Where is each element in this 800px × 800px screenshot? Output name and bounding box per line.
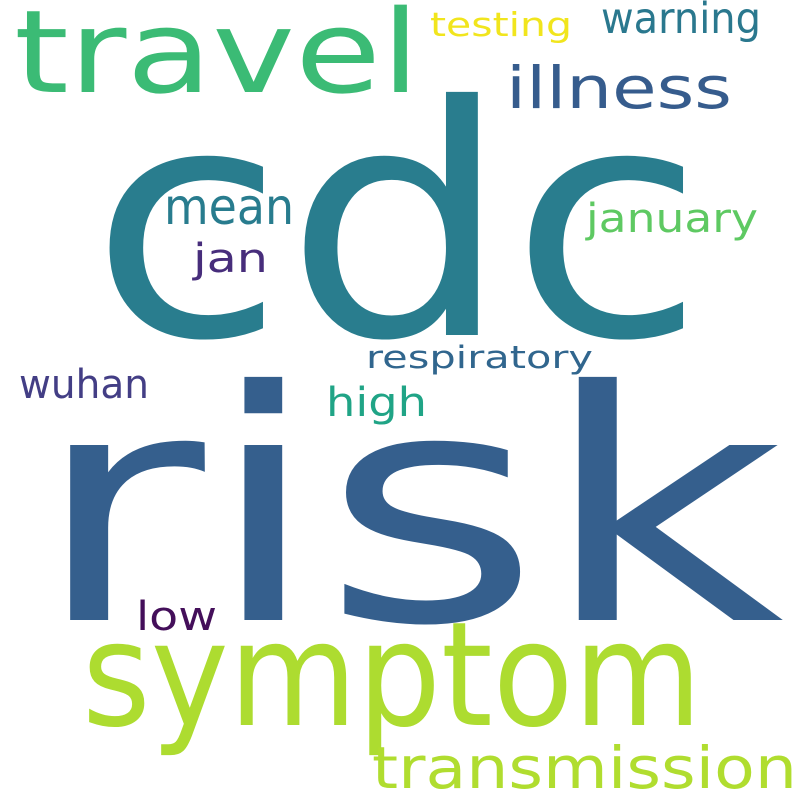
word-risk: risk	[32, 324, 784, 696]
word-mean: mean	[164, 178, 294, 236]
word-cdc: cdc	[90, 39, 705, 411]
word-illness: illness	[506, 54, 732, 122]
word-warning: warning	[601, 0, 761, 44]
word-respiratory: respiratory	[366, 340, 593, 376]
word-jan: jan	[192, 236, 268, 282]
word-low: low	[136, 594, 217, 640]
word-transmission: transmission	[372, 734, 797, 800]
word-travel: travel	[14, 0, 420, 120]
word-symptom: symptom	[82, 591, 702, 760]
word-wuhan: wuhan	[19, 362, 149, 408]
word-high: high	[326, 380, 427, 426]
word-january: january	[585, 196, 758, 242]
word-testing: testing	[430, 5, 572, 44]
